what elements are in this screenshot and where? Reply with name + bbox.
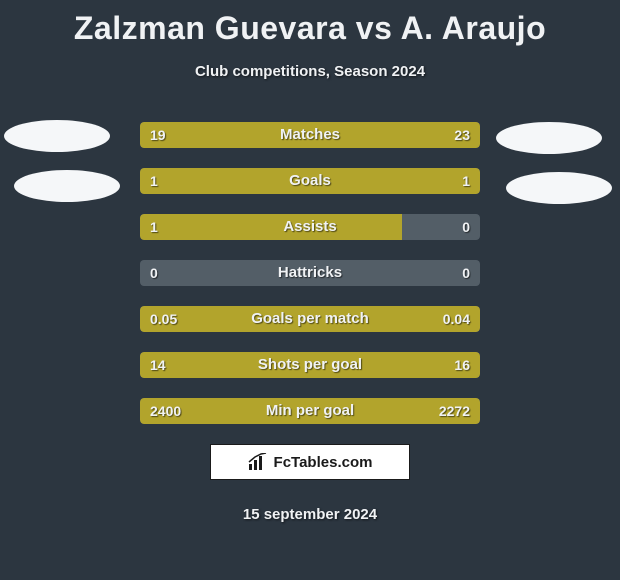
stat-row: 00Hattricks — [140, 260, 480, 286]
stat-label: Goals — [140, 168, 480, 194]
stat-label: Goals per match — [140, 306, 480, 332]
stat-label: Hattricks — [140, 260, 480, 286]
stat-row: 10Assists — [140, 214, 480, 240]
stat-label: Min per goal — [140, 398, 480, 424]
stat-label: Assists — [140, 214, 480, 240]
stat-row: 24002272Min per goal — [140, 398, 480, 424]
stat-row: 1923Matches — [140, 122, 480, 148]
date-label: 15 september 2024 — [0, 506, 620, 523]
stat-row: 11Goals — [140, 168, 480, 194]
stat-row: 1416Shots per goal — [140, 352, 480, 378]
page-title: Zalzman Guevara vs A. Araujo — [0, 0, 620, 47]
player-badge-right-2 — [506, 172, 612, 204]
brand-logo: FcTables.com — [210, 444, 410, 480]
subtitle: Club competitions, Season 2024 — [0, 63, 620, 80]
stat-label: Matches — [140, 122, 480, 148]
brand-text: FcTables.com — [274, 454, 373, 471]
stats-container: 1923Matches 11Goals 10Assists 00Hattricks 0.… — [140, 122, 480, 424]
stat-row: 0.050.04Goals per match — [140, 306, 480, 332]
player-badge-right-1 — [496, 122, 602, 154]
chart-icon — [248, 453, 268, 471]
player-badge-left-1 — [4, 120, 110, 152]
stat-label: Shots per goal — [140, 352, 480, 378]
player-badge-left-2 — [14, 170, 120, 202]
